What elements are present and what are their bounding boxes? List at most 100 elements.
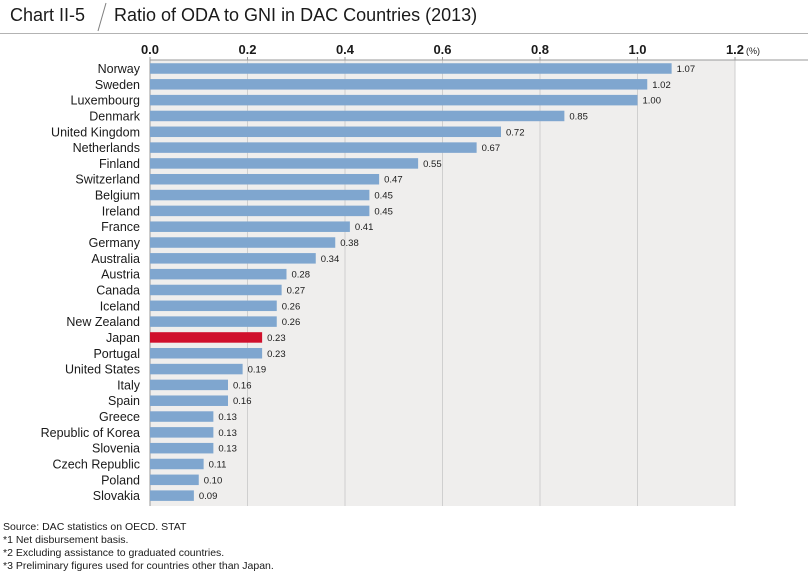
bar (150, 237, 336, 248)
data-label: 0.85 (569, 111, 588, 122)
bar (150, 332, 263, 343)
x-tick-label: 0.4 (336, 42, 355, 57)
footnote-3: *3 Preliminary figures used for countrie… (3, 560, 274, 572)
category-label: Czech Republic (52, 458, 140, 472)
bar (150, 427, 214, 438)
data-label: 0.41 (355, 222, 374, 233)
category-label: Norway (98, 62, 141, 76)
bar-chart: 0.0 0.2 0.4 0.6 0.8 1.0 1.2 (%) Norway 1.07 Sweden… (41, 42, 808, 506)
bar (150, 442, 214, 454)
category-label: Ireland (102, 204, 140, 218)
category-label: Germany (89, 236, 141, 250)
data-label: 0.13 (218, 412, 237, 423)
bar (150, 253, 316, 264)
category-label: Iceland (100, 299, 140, 313)
bar (150, 126, 501, 138)
data-label: 0.47 (384, 175, 403, 186)
category-label: Slovenia (92, 442, 140, 456)
bar (150, 63, 672, 74)
category-label: Austria (101, 268, 140, 282)
bar (150, 110, 565, 122)
data-label: 0.16 (233, 396, 252, 407)
bar (150, 94, 638, 106)
data-label: 0.13 (218, 428, 237, 439)
bar (150, 205, 370, 217)
footnotes: Source: DAC statistics on OECD. STAT *1 … (3, 521, 274, 573)
bar (150, 189, 370, 201)
data-label: 0.13 (218, 444, 237, 455)
data-label: 0.10 (204, 475, 223, 486)
header-rule (0, 33, 808, 34)
category-label: Belgium (95, 189, 140, 203)
bar (150, 221, 350, 232)
bar (150, 411, 214, 422)
category-label: Japan (106, 331, 140, 345)
bar (150, 79, 648, 90)
x-tick-label: 0.6 (433, 42, 451, 57)
data-label: 0.11 (209, 460, 227, 471)
bar (150, 173, 380, 185)
bar (150, 142, 477, 153)
data-label: 0.27 (287, 285, 306, 296)
chart-title: Ratio of ODA to GNI in DAC Countries (20… (114, 5, 478, 25)
category-label: Denmark (89, 109, 140, 123)
data-label: 0.45 (374, 191, 393, 202)
title-separator-slash (97, 2, 107, 32)
category-label: Netherlands (73, 141, 140, 155)
category-label: Slovakia (93, 489, 140, 503)
category-label: Poland (101, 473, 140, 487)
bar (150, 348, 263, 359)
bar (150, 268, 287, 280)
data-label: 0.67 (482, 143, 501, 154)
x-tick-label: 0.0 (141, 42, 159, 57)
data-label: 0.09 (199, 491, 218, 502)
bar (150, 395, 228, 406)
data-label: 0.55 (423, 159, 442, 170)
data-label: 0.19 (248, 365, 267, 376)
data-label: 0.26 (282, 317, 301, 328)
chart-id: Chart II-5 (10, 5, 86, 25)
category-label: France (101, 220, 140, 234)
chart-header: Chart II-5 Ratio of ODA to GNI in DAC Co… (0, 0, 808, 34)
unit-label: (%) (746, 46, 760, 56)
bar (150, 316, 277, 327)
category-label: Switzerland (75, 173, 140, 187)
data-label: 0.45 (374, 206, 393, 217)
bar (150, 458, 204, 470)
category-label: United Kingdom (51, 125, 140, 139)
category-label: Italy (117, 378, 141, 392)
data-label: 0.38 (340, 238, 359, 249)
x-tick-label: 0.8 (531, 42, 549, 57)
bar (150, 363, 243, 375)
data-label: 0.23 (267, 333, 286, 344)
category-label: Australia (91, 252, 140, 266)
category-label: New Zealand (66, 315, 140, 329)
category-label: Luxembourg (71, 94, 141, 108)
category-label: Greece (99, 410, 140, 424)
x-tick-label: 1.2 (726, 42, 744, 57)
footnote-2: *2 Excluding assistance to graduated cou… (3, 547, 225, 559)
category-label: Sweden (95, 78, 140, 92)
x-tick-label: 0.2 (238, 42, 256, 57)
category-label: Republic of Korea (41, 426, 140, 440)
bar (150, 284, 282, 296)
category-label: Finland (99, 157, 140, 171)
bar (150, 300, 277, 312)
data-label: 0.28 (292, 270, 311, 281)
bar (150, 379, 228, 391)
data-label: 1.02 (652, 80, 671, 91)
category-label: United States (65, 363, 140, 377)
data-label: 0.16 (233, 380, 252, 391)
data-label: 1.07 (677, 64, 696, 75)
x-tick-label: 1.0 (628, 42, 646, 57)
data-label: 0.26 (282, 301, 301, 312)
category-label: Canada (96, 283, 140, 297)
footnote-1: *1 Net disbursement basis. (3, 534, 129, 546)
data-label: 0.34 (321, 254, 340, 265)
bar (150, 490, 194, 501)
category-label: Portugal (93, 347, 140, 361)
bar (150, 474, 199, 486)
data-label: 0.72 (506, 127, 525, 138)
data-label: 1.00 (643, 96, 662, 107)
data-label: 0.23 (267, 349, 286, 360)
